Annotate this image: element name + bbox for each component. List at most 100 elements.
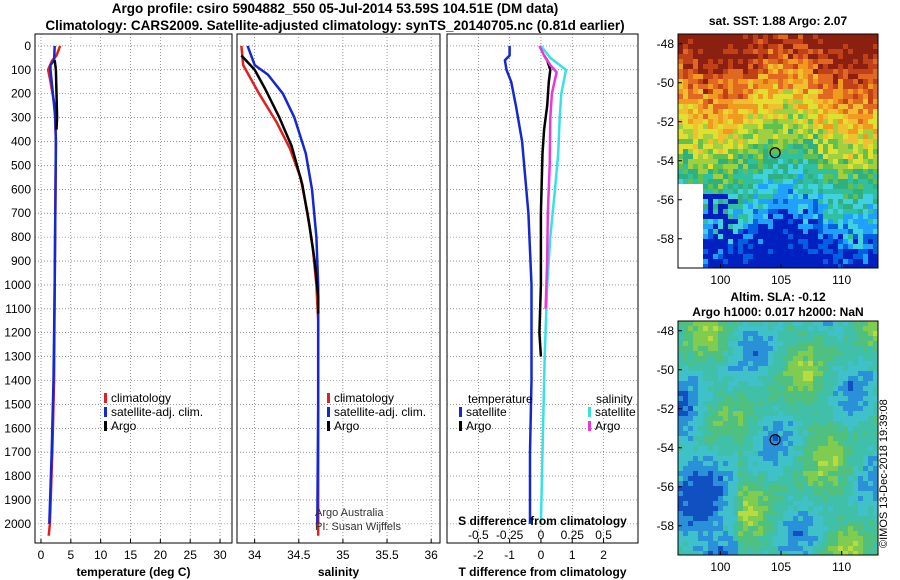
top-axis-tick-label: 0	[538, 528, 545, 542]
sst-map-title: sat. SST: 1.88 Argo: 2.07	[709, 14, 848, 28]
sst-x-tick-label: 110	[832, 273, 851, 287]
diff-salinity-legend-marker	[588, 407, 591, 417]
sla-map-subtitle: Argo h1000: 0.017 h2000: NaN	[692, 305, 863, 319]
salinity-series-satellite-adj-clim-	[246, 45, 320, 524]
sla-x-tick-label: 110	[832, 560, 851, 574]
figure-title: Argo profile: csiro 5904882_550 05-Jul-2…	[0, 0, 670, 34]
diff-temperature-legend-marker	[459, 407, 462, 417]
temperature-legend-label: satellite-adj. clim.	[111, 405, 203, 419]
depth-tick-label: 300	[11, 111, 31, 125]
salinity-legend-marker	[327, 407, 330, 417]
depth-tick-label: 1000	[4, 278, 31, 292]
depth-tick-label: 800	[11, 230, 31, 244]
top-axis-tick-label: -0.25	[496, 528, 524, 542]
sla-y-tick-label: -48	[657, 324, 675, 338]
depth-tick-label: 900	[11, 254, 31, 268]
diff-salinity-legend-label: satellite	[595, 405, 636, 419]
difference-from-climatology-x-tick-label: 2	[600, 548, 607, 562]
sla-map-frame	[677, 320, 879, 556]
title-line-2: Climatology: CARS2009. Satellite-adjuste…	[45, 18, 625, 33]
salinity-legend-label: satellite-adj. clim.	[334, 405, 426, 419]
difference-from-climatology-series-temperature-argo	[538, 54, 552, 357]
temperature-x-tick-label: 0	[38, 548, 45, 562]
difference-from-climatology-series-salinity-satellite	[539, 45, 568, 524]
sst-y-tick-label: -58	[657, 232, 675, 246]
temperature-x-tick-label: 5	[67, 548, 74, 562]
sla-y-tick-label: -58	[657, 519, 675, 533]
salinity-x-tick-label: 36	[424, 548, 438, 562]
sst-x-tick-label: 100	[710, 273, 730, 287]
top-axis-tick-label: 0.5	[595, 528, 612, 542]
diff-legend-salinity-title: salinity	[596, 392, 633, 406]
credit-annotation: Argo Australia	[315, 507, 384, 519]
temperature-x-tick-label: 25	[184, 548, 198, 562]
diff-temperature-legend-label: satellite	[466, 405, 507, 419]
diff-salinity-legend-marker	[588, 421, 591, 431]
title-line-1: Argo profile: csiro 5904882_550 05-Jul-2…	[111, 1, 559, 16]
sst-profile-marker	[769, 147, 781, 159]
sla-profile-marker	[769, 434, 781, 446]
salinity-x-tick-label: 35.5	[375, 548, 399, 562]
temperature-legend-label: climatology	[111, 391, 171, 405]
depth-tick-label: 1300	[4, 350, 31, 364]
depth-tick-label: 700	[11, 206, 31, 220]
sst-x-tick-label: 105	[771, 273, 791, 287]
salinity-legend-marker	[327, 393, 330, 403]
sla-x-tick-label: 105	[771, 560, 791, 574]
temperature-x-tick-label: 20	[154, 548, 168, 562]
sla-map-title: Altim. SLA: -0.12	[730, 290, 826, 304]
temperature-legend-marker	[104, 407, 107, 417]
salinity-legend-label: Argo	[334, 419, 360, 433]
depth-tick-label: 1200	[4, 326, 31, 340]
sst-y-tick-label: -50	[657, 76, 675, 90]
depth-tick-label: 1400	[4, 374, 31, 388]
sla-y-tick-label: -56	[657, 480, 675, 494]
depth-tick-label: 600	[11, 182, 31, 196]
depth-tick-label: 200	[11, 87, 31, 101]
sst-y-tick-label: -48	[657, 37, 675, 51]
sst-y-tick-label: -56	[657, 193, 675, 207]
sla-map-cells	[678, 321, 879, 556]
sla-y-tick-label: -54	[657, 441, 675, 455]
difference-from-climatology-x-tick-label: -2	[473, 548, 484, 562]
sst-y-tick-label: -54	[657, 154, 675, 168]
sst-map-cells	[678, 34, 879, 269]
temperature-plot-frame	[34, 33, 233, 544]
top-axis-label: S difference from climatology	[458, 514, 627, 528]
diff-salinity-legend-label: Argo	[595, 419, 621, 433]
diff-temperature-legend-marker	[459, 421, 462, 431]
temperature-x-axis-label: temperature (deg C)	[76, 565, 190, 579]
temperature-x-tick-label: 30	[213, 548, 227, 562]
depth-tick-label: 1100	[5, 302, 31, 316]
salinity-x-axis-label: salinity	[318, 565, 360, 579]
depth-tick-label: 100	[11, 63, 31, 77]
temperature-legend-marker	[104, 393, 107, 403]
difference-from-climatology-series-temperature-satellite	[503, 45, 533, 524]
sla-y-tick-label: -52	[657, 402, 675, 416]
sst-y-tick-label: -52	[657, 115, 675, 129]
diff-legend-temperature-title: temperature	[468, 392, 533, 406]
temperature-x-tick-label: 15	[124, 548, 138, 562]
sst-map-frame	[677, 33, 879, 269]
credit-annotation: PI: Susan Wijffels	[315, 521, 401, 533]
salinity-legend-marker	[327, 421, 330, 431]
salinity-x-tick-label: 35	[336, 548, 350, 562]
depth-tick-label: 1700	[4, 445, 31, 459]
temperature-x-tick-label: 10	[94, 548, 108, 562]
salinity-series-argo	[240, 54, 320, 314]
temperature-legend-marker	[104, 421, 107, 431]
depth-tick-label: 2000	[4, 517, 31, 531]
depth-tick-label: 500	[11, 158, 31, 172]
salinity-x-tick-label: 34	[248, 548, 262, 562]
depth-tick-label: 1900	[4, 493, 31, 507]
top-axis-tick-label: 0.25	[561, 528, 585, 542]
sla-y-tick-label: -50	[657, 363, 675, 377]
temperature-series-argo	[53, 60, 59, 130]
diff-temperature-legend-label: Argo	[466, 419, 492, 433]
depth-tick-label: 0	[24, 39, 31, 53]
difference-from-climatology-x-tick-label: -1	[504, 548, 515, 562]
difference-from-climatology-x-tick-label: 0	[538, 548, 545, 562]
difference-from-climatology-series-salinity-argo	[538, 45, 558, 309]
top-axis-tick-label: -0.5	[468, 528, 489, 542]
